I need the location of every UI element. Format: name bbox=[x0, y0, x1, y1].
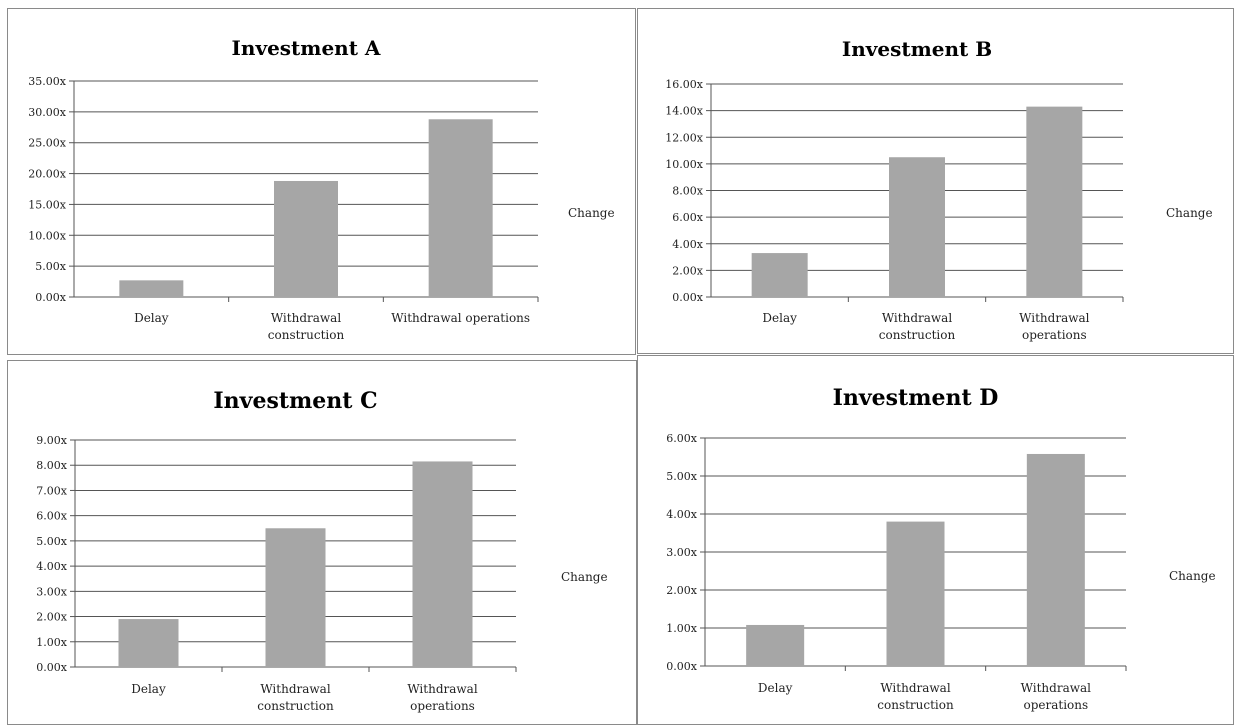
bar bbox=[889, 157, 945, 297]
y-tick-label: 4.00x bbox=[36, 560, 67, 573]
category-label: Withdrawal construction bbox=[879, 311, 956, 342]
category-label: Withdrawal construction bbox=[877, 681, 954, 712]
y-tick-label: 4.00x bbox=[666, 508, 697, 521]
y-tick-label: 25.00x bbox=[28, 137, 66, 150]
y-tick-label: 7.00x bbox=[36, 484, 67, 497]
y-tick-label: 16.00x bbox=[665, 78, 703, 91]
chart-title: Investment A bbox=[232, 36, 381, 60]
category-label: Delay bbox=[762, 311, 797, 325]
bar-chart-investment-c: Investment C 0.00x 1.00x 2.00x 3.00x 4.00x 5.0… bbox=[36, 388, 608, 713]
chart-panel-investment-d: Investment D 0.00x 1.00x 2.00x 3.00x 4.00x 5.0… bbox=[637, 355, 1234, 725]
y-tick-label: 5.00x bbox=[35, 260, 66, 273]
bar bbox=[119, 280, 184, 297]
legend-entry: Change bbox=[568, 206, 615, 220]
y-tick-label: 15.00x bbox=[28, 198, 66, 211]
chart-title: Investment D bbox=[833, 385, 999, 411]
bar bbox=[1026, 106, 1083, 297]
category-label: Withdrawal construction bbox=[268, 311, 345, 342]
y-tick-label: 0.00x bbox=[672, 291, 703, 304]
bar-chart-investment-a: Investment A 0.00x 5.00x 10.00x 15.00x 20.00x… bbox=[28, 36, 615, 342]
bar bbox=[751, 253, 808, 297]
category-label: Delay bbox=[134, 311, 169, 325]
y-tick-label: 0.00x bbox=[35, 291, 66, 304]
y-tick-label: 6.00x bbox=[36, 510, 67, 523]
y-tick-label: 6.00x bbox=[666, 432, 697, 445]
category-label: Withdrawal operations bbox=[407, 682, 478, 713]
category-label: Withdrawal operations bbox=[391, 311, 530, 325]
y-tick-label: 9.00x bbox=[36, 434, 67, 447]
y-tick-label: 3.00x bbox=[666, 546, 697, 559]
bar bbox=[428, 119, 493, 298]
y-tick-label: 8.00x bbox=[672, 185, 703, 198]
y-tick-label: 20.00x bbox=[28, 168, 66, 181]
category-label: Withdrawal construction bbox=[257, 682, 334, 713]
legend-entry: Change bbox=[561, 570, 608, 584]
y-tick-label: 12.00x bbox=[665, 131, 703, 144]
legend-entry: Change bbox=[1169, 569, 1216, 583]
y-tick-label: 5.00x bbox=[36, 535, 67, 548]
chart-panel-investment-a: Investment A 0.00x 5.00x 10.00x 15.00x 20.00x… bbox=[7, 8, 636, 355]
y-tick-label: 0.00x bbox=[36, 661, 67, 674]
bar bbox=[746, 624, 805, 666]
category-label: Delay bbox=[758, 681, 793, 695]
category-label: Withdrawal operations bbox=[1021, 681, 1092, 712]
bar bbox=[274, 180, 338, 297]
bar-chart-investment-b: Investment B 0.00x 2.00x 4.00x 6.00x 8.00x 10.… bbox=[665, 37, 1213, 342]
y-tick-label: 14.00x bbox=[665, 105, 703, 118]
chart-title: Investment C bbox=[213, 388, 377, 414]
y-tick-label: 1.00x bbox=[666, 622, 697, 635]
bar bbox=[886, 521, 945, 666]
y-tick-label: 5.00x bbox=[666, 470, 697, 483]
chart-title: Investment B bbox=[842, 37, 992, 61]
y-tick-label: 10.00x bbox=[28, 229, 66, 242]
y-tick-label: 10.00x bbox=[665, 158, 703, 171]
bar bbox=[265, 528, 326, 667]
bar bbox=[1026, 453, 1085, 666]
chart-panel-investment-b: Investment B 0.00x 2.00x 4.00x 6.00x 8.00x 10.… bbox=[637, 8, 1234, 354]
y-tick-label: 0.00x bbox=[666, 660, 697, 673]
y-tick-label: 1.00x bbox=[36, 636, 67, 649]
bar bbox=[412, 461, 473, 667]
y-tick-label: 35.00x bbox=[28, 75, 66, 88]
y-tick-label: 2.00x bbox=[672, 264, 703, 277]
y-tick-label: 4.00x bbox=[672, 238, 703, 251]
category-label: Withdrawal operations bbox=[1019, 311, 1090, 342]
category-label: Delay bbox=[131, 682, 166, 696]
bar-chart-investment-d: Investment D 0.00x 1.00x 2.00x 3.00x 4.00x 5.0… bbox=[666, 385, 1216, 712]
bar bbox=[118, 619, 179, 667]
y-tick-label: 6.00x bbox=[672, 211, 703, 224]
y-tick-label: 2.00x bbox=[36, 611, 67, 624]
legend-entry: Change bbox=[1166, 206, 1213, 220]
y-tick-label: 8.00x bbox=[36, 459, 67, 472]
y-tick-label: 30.00x bbox=[28, 106, 66, 119]
y-tick-label: 2.00x bbox=[666, 584, 697, 597]
y-tick-label: 3.00x bbox=[36, 585, 67, 598]
chart-panel-investment-c: Investment C 0.00x 1.00x 2.00x 3.00x 4.00x 5.0… bbox=[7, 360, 637, 725]
